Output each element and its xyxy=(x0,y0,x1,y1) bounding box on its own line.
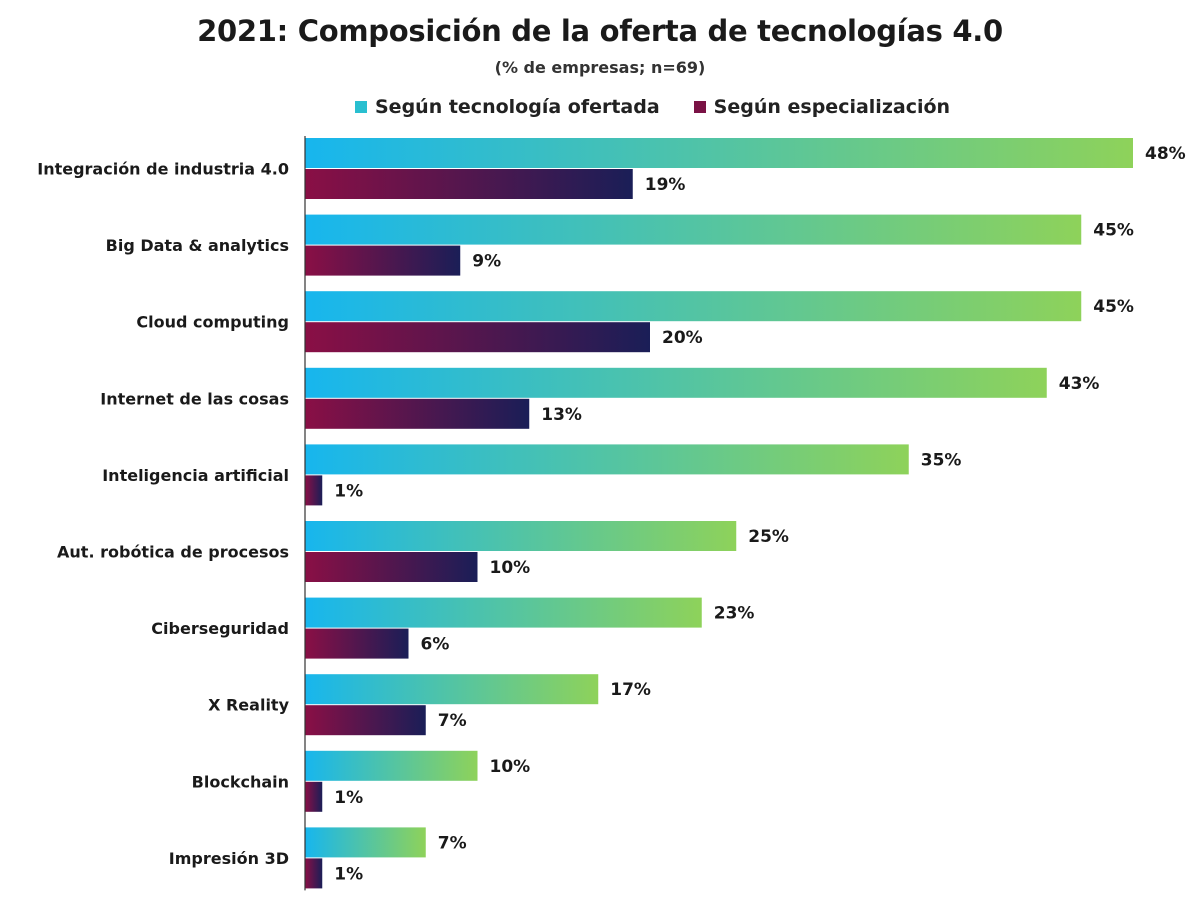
value-label-especializacion: 20% xyxy=(662,328,703,348)
bar-tecnologia xyxy=(305,214,1082,245)
bar-especializacion xyxy=(305,858,323,889)
value-label-tecnologia: 7% xyxy=(438,833,467,853)
category-label: Impresión 3D xyxy=(169,849,289,868)
bar-especializacion xyxy=(305,552,478,582)
category-label: Ciberseguridad xyxy=(151,619,289,638)
bar-tecnologia xyxy=(305,291,1082,322)
value-label-especializacion: 19% xyxy=(645,175,686,195)
category-label: Blockchain xyxy=(192,772,289,791)
bar-especializacion xyxy=(305,628,409,659)
value-label-tecnologia: 17% xyxy=(610,680,651,700)
value-label-tecnologia: 48% xyxy=(1145,144,1186,164)
bar-tecnologia xyxy=(305,138,1133,168)
legend-label-tecnologia: Según tecnología ofertada xyxy=(375,96,660,118)
bar-tecnologia xyxy=(305,521,737,551)
value-label-tecnologia: 45% xyxy=(1093,297,1134,317)
category-label: Aut. robótica de procesos xyxy=(57,543,289,562)
value-label-especializacion: 13% xyxy=(541,405,582,425)
chart-title: 2021: Composición de la oferta de tecnol… xyxy=(197,14,1003,48)
legend-swatch-especializacion xyxy=(693,101,706,113)
category-label: Integración de industria 4.0 xyxy=(37,160,289,179)
value-label-especializacion: 1% xyxy=(334,481,363,501)
value-label-especializacion: 10% xyxy=(490,558,531,578)
bar-especializacion xyxy=(305,781,323,812)
legend-item-tecnologia: Según tecnología ofertada xyxy=(355,96,660,118)
legend-swatch-tecnologia xyxy=(355,101,367,113)
bar-especializacion xyxy=(305,322,650,353)
value-label-especializacion: 1% xyxy=(334,788,363,808)
category-label: Big Data & analytics xyxy=(106,236,289,255)
bar-tecnologia xyxy=(305,597,702,628)
value-label-tecnologia: 35% xyxy=(921,450,962,470)
category-label: Cloud computing xyxy=(136,313,289,332)
value-label-tecnologia: 25% xyxy=(748,527,789,547)
value-label-tecnologia: 23% xyxy=(714,604,755,624)
chart-subtitle: (% de empresas; n=69) xyxy=(494,58,706,77)
category-label: Inteligencia artificial xyxy=(102,466,289,485)
legend-item-especializacion: Según especialización xyxy=(693,96,951,118)
value-label-especializacion: 1% xyxy=(334,864,363,884)
value-label-especializacion: 9% xyxy=(472,252,501,272)
value-label-tecnologia: 45% xyxy=(1093,221,1134,241)
value-label-especializacion: 6% xyxy=(421,635,450,655)
bar-especializacion xyxy=(305,169,633,199)
legend: Según tecnología ofertada Según especial… xyxy=(355,92,950,122)
bar-especializacion xyxy=(305,398,530,429)
legend-label-especializacion: Según especialización xyxy=(713,96,951,118)
value-label-tecnologia: 43% xyxy=(1059,374,1100,394)
bar-tecnologia xyxy=(305,444,909,475)
bar-tecnologia xyxy=(305,674,599,705)
bar-tecnologia xyxy=(305,827,426,858)
bar-especializacion xyxy=(305,245,461,276)
bar-especializacion xyxy=(305,705,426,736)
category-label: X Reality xyxy=(208,696,289,715)
bar-tecnologia xyxy=(305,750,478,781)
bar-especializacion xyxy=(305,475,323,506)
category-label: Internet de las cosas xyxy=(100,389,289,408)
bar-tecnologia xyxy=(305,367,1047,398)
value-label-especializacion: 7% xyxy=(438,711,467,731)
value-label-tecnologia: 10% xyxy=(490,757,531,777)
